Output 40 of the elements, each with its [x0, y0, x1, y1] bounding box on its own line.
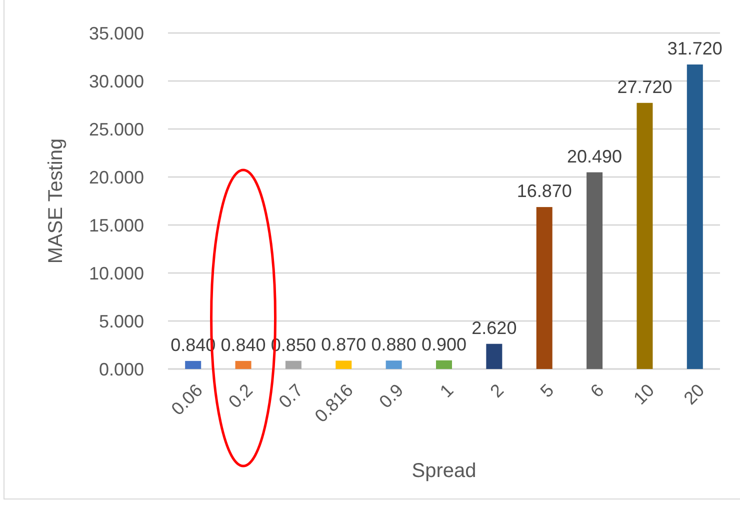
y-tick-label: 15.000	[88, 215, 144, 236]
x-tick-label: 20	[680, 380, 708, 408]
y-tick-label: 30.000	[88, 71, 144, 92]
x-tick-label: 1	[436, 380, 458, 402]
bar	[586, 172, 603, 369]
data-label: 2.620	[472, 318, 517, 338]
bar	[686, 64, 703, 369]
x-tick-label: 2	[486, 380, 508, 402]
x-tick-label: 0.06	[167, 380, 206, 420]
bar	[336, 360, 352, 369]
y-axis-title: MASE Testing	[45, 138, 67, 264]
data-label: 0.900	[421, 334, 467, 354]
data-label: 16.870	[516, 181, 572, 202]
y-tick-label: 0.000	[98, 359, 144, 380]
x-tick-label: 5	[536, 380, 558, 402]
bar	[285, 360, 302, 369]
x-tick-label: 0.2	[224, 380, 257, 412]
bar	[235, 360, 252, 369]
y-tick-label: 25.000	[88, 119, 144, 140]
x-tick-label: 6	[586, 380, 608, 402]
data-label: 0.840	[220, 334, 266, 355]
data-label: 0.870	[321, 334, 366, 355]
data-label: 0.880	[371, 334, 416, 355]
x-axis-title: Spread	[412, 460, 476, 482]
bar	[386, 360, 402, 369]
data-label: 31.720	[667, 38, 722, 58]
data-label: 27.720	[617, 76, 672, 97]
bar	[536, 207, 552, 369]
y-tick-label: 10.000	[88, 263, 144, 284]
bar	[436, 360, 452, 369]
bar	[486, 344, 502, 369]
y-tick-label: 5.000	[98, 311, 144, 332]
data-label: 20.490	[567, 146, 622, 166]
x-tick-label: 10	[630, 380, 658, 408]
bar	[636, 102, 653, 369]
x-tick-label: 0.9	[375, 380, 408, 412]
bar	[185, 360, 202, 369]
x-tick-label: 0.7	[274, 380, 307, 412]
y-tick-label: 35.000	[88, 23, 144, 44]
y-tick-label: 20.000	[88, 167, 144, 188]
